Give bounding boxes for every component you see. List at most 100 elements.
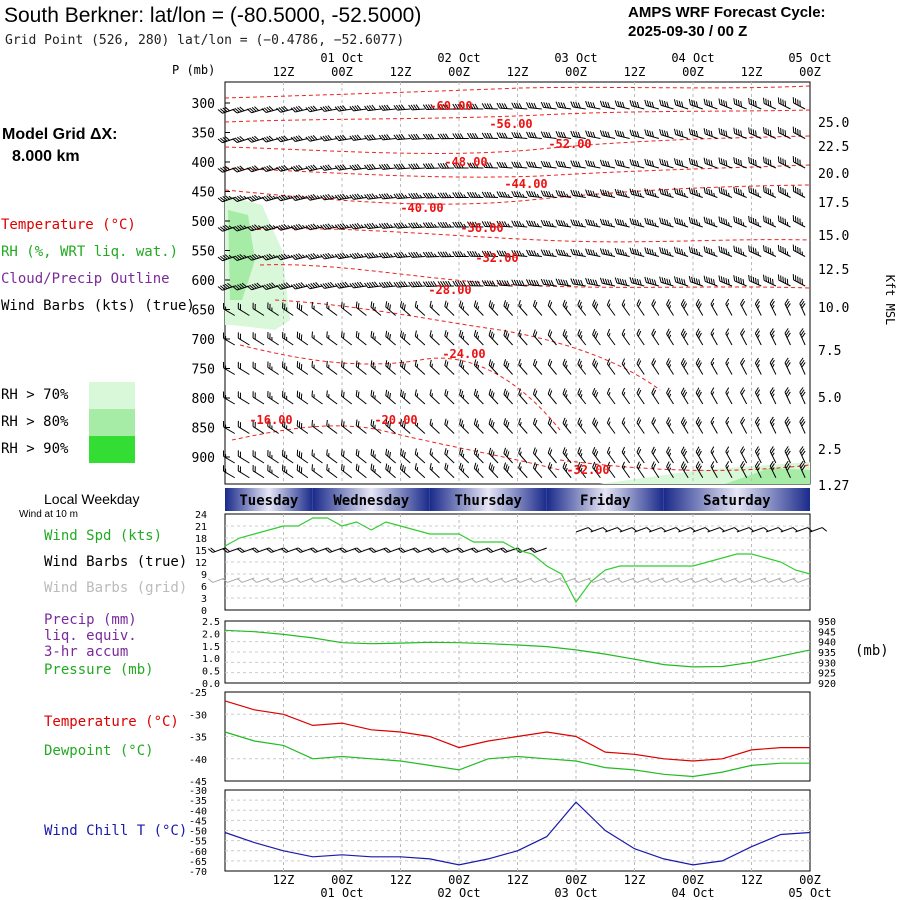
wind-barb <box>467 103 484 110</box>
wind-barb <box>459 462 470 479</box>
legend-accum: 3-hr accum <box>44 644 129 660</box>
wind-barb <box>718 245 733 257</box>
wind-barb <box>659 276 674 287</box>
wind-barb <box>526 279 542 287</box>
kft-tick-label: 17.5 <box>818 196 849 211</box>
wind-barb <box>385 419 396 434</box>
wind-barb <box>237 332 250 346</box>
wind-barb <box>769 328 777 346</box>
top-hour-label: 12Z <box>390 65 412 79</box>
kft-tick-label: 2.5 <box>818 443 841 458</box>
wind-barb <box>296 302 309 316</box>
wind-barb <box>400 463 411 479</box>
wind-barb <box>385 330 396 346</box>
wind-barb <box>621 461 631 479</box>
wind-barb <box>503 359 513 375</box>
wind-barb <box>305 223 323 231</box>
rh90-swatch <box>89 436 135 463</box>
wind-barb <box>503 418 513 434</box>
wind-barb <box>666 446 674 464</box>
wind-barb <box>281 361 294 375</box>
pressure-tick-label: 400 <box>192 156 215 171</box>
wind-barb <box>570 278 586 287</box>
wind-y-tick-label: 3 <box>201 594 207 605</box>
wind-barb <box>261 165 279 172</box>
wind-barb <box>621 446 631 464</box>
wind-barb <box>503 300 513 316</box>
wind-barb <box>267 420 279 434</box>
wind-barb <box>232 282 250 291</box>
wind-barb <box>599 277 616 287</box>
wind-barb <box>763 274 777 287</box>
wind-barb <box>666 417 674 434</box>
wind-barb <box>334 105 352 112</box>
wind-barb <box>370 360 382 375</box>
wind-chill-line <box>224 801 811 866</box>
wind-barb <box>355 463 367 479</box>
wind-barb <box>488 388 499 405</box>
wind-barb <box>437 192 455 199</box>
wind-barb <box>651 387 660 405</box>
wind-barb <box>232 106 250 114</box>
wind-barb <box>629 247 645 257</box>
wind-barb <box>296 464 309 479</box>
wind-barb <box>799 328 806 346</box>
wind-barb <box>467 162 484 169</box>
wind-barb <box>792 185 806 198</box>
wind-barb <box>740 387 748 405</box>
kft-tick-label: 22.5 <box>818 140 849 155</box>
wind-barb <box>614 188 630 198</box>
wind-barb <box>748 245 762 257</box>
wind-barb <box>518 462 528 479</box>
wind-barb <box>733 275 747 287</box>
wind-barb <box>799 298 806 316</box>
precip-y-tick-label: 2.5 <box>202 617 220 628</box>
wind-barb <box>695 446 704 464</box>
wind-barb <box>777 126 791 139</box>
wind-barb <box>393 104 411 111</box>
chill-y-tick-label: -35 <box>189 796 207 807</box>
wind-barb <box>488 462 499 479</box>
wind-barb <box>378 134 396 141</box>
wind-barb <box>651 417 660 434</box>
wind-barb <box>570 101 586 110</box>
wind-barb <box>393 281 411 288</box>
temperature-contour <box>224 109 811 123</box>
wind-barb <box>408 281 425 288</box>
wind-barb <box>459 359 470 375</box>
wind-barb <box>629 188 645 198</box>
wind-barb <box>636 417 645 434</box>
wind-barb <box>518 329 528 346</box>
wind-height-note: Wind at 10 m <box>19 509 78 520</box>
wind-barb <box>334 134 352 142</box>
legend-wind-barbs: Wind Barbs (kts) (true) <box>1 298 195 314</box>
wind-barb <box>481 191 499 198</box>
wind-barb <box>733 245 747 257</box>
pressure-axis-label: P (mb) <box>172 63 215 77</box>
wind-barb <box>326 360 338 375</box>
wind-barb <box>792 244 806 257</box>
wind-barb <box>496 102 513 110</box>
wind-barb <box>777 97 791 110</box>
wind-barb <box>429 330 440 346</box>
wind-barb <box>281 420 294 434</box>
wind-barb <box>673 246 689 257</box>
wind-barb <box>290 282 308 290</box>
wind-barb <box>769 357 777 375</box>
temp-y-tick-label: -30 <box>189 710 207 721</box>
wind-barb <box>547 462 557 479</box>
grid-barbs-group <box>207 577 811 583</box>
wind-barb <box>621 358 631 375</box>
wind-barb <box>276 253 294 261</box>
grid-point-label: Grid Point (526, 280) lat/lon = (−0.4786… <box>5 33 405 48</box>
bottom-date-label: 03 Oct <box>554 886 597 900</box>
weekday-cell <box>546 488 664 511</box>
wind-barb <box>784 460 791 478</box>
wind-barb <box>408 251 425 258</box>
wind-barb <box>444 300 455 316</box>
pressure-line <box>224 629 811 668</box>
wind-barb <box>547 299 557 316</box>
temperature-contour-label: -52.00 <box>548 137 591 151</box>
wind-barb <box>408 104 425 111</box>
wind-barb <box>393 192 411 200</box>
